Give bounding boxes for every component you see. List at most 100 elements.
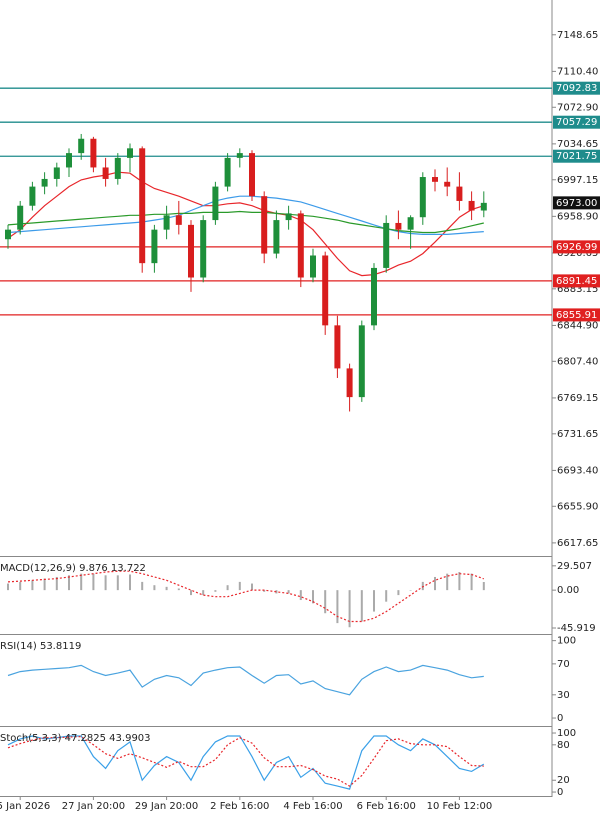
macd-bar xyxy=(55,576,58,591)
level-label-box xyxy=(553,308,600,322)
macd-bar xyxy=(458,572,461,591)
candle-body xyxy=(139,148,146,264)
macd-bar xyxy=(312,590,314,604)
candle-body xyxy=(383,222,390,268)
candle-body xyxy=(90,138,97,168)
candle-body xyxy=(468,200,475,211)
y-tick-label: 7034.65 xyxy=(557,139,598,150)
macd-bar xyxy=(397,590,400,596)
candle-body xyxy=(310,255,316,278)
y-tick-label: 6655.90 xyxy=(557,501,598,512)
level-label-box xyxy=(553,149,600,163)
candle-body xyxy=(41,178,48,187)
candle-body xyxy=(78,138,85,154)
x-tick-label: 25 Jan 2026 xyxy=(0,801,50,812)
macd-bar xyxy=(421,581,424,591)
candle-body xyxy=(261,196,268,254)
macd-bar xyxy=(226,585,229,591)
macd-bar xyxy=(165,586,168,591)
macd-bar xyxy=(104,575,107,591)
x-tick-label: 27 Jan 20:00 xyxy=(62,801,125,812)
candle-body xyxy=(236,153,243,158)
macd-bar xyxy=(287,590,290,594)
macd-bar xyxy=(202,590,205,596)
macd-bar xyxy=(238,581,241,591)
candle-body xyxy=(29,186,36,206)
y-tick-label: 6958.90 xyxy=(557,211,598,222)
y-tick-label: 80 xyxy=(557,740,570,751)
level-label: 7057.29 xyxy=(556,117,597,128)
rsi-line xyxy=(7,664,484,696)
candle-body xyxy=(346,368,353,398)
stoch-line xyxy=(7,735,485,790)
y-tick-label: 6769.15 xyxy=(557,393,598,404)
macd-bar xyxy=(470,573,473,591)
moving-average xyxy=(7,171,484,277)
macd-bar xyxy=(80,573,83,591)
x-tick-label: 10 Feb 12:00 xyxy=(427,801,493,812)
macd-bar xyxy=(116,575,119,591)
y-tick-label: 6883.15 xyxy=(557,284,598,295)
moving-average xyxy=(7,195,484,235)
candle-body xyxy=(419,177,426,218)
candle-body xyxy=(53,167,60,179)
y-tick-label: 6844.90 xyxy=(557,320,598,331)
indicator-label: Stoch(5,3,3) 47.2825 43.9903 xyxy=(0,733,151,744)
macd-bar xyxy=(263,590,266,592)
level-label: 6855.91 xyxy=(556,310,597,321)
macd-bar xyxy=(299,590,302,601)
y-tick-label: -45.919 xyxy=(557,623,596,634)
candle-body xyxy=(188,224,194,278)
candle-body xyxy=(127,148,133,158)
level-label: 7092.83 xyxy=(556,83,597,94)
candle-body xyxy=(297,213,304,278)
y-tick-label: 70 xyxy=(557,659,570,670)
candle-body xyxy=(456,186,463,201)
y-tick-label: 6920.65 xyxy=(557,248,598,259)
y-tick-label: 7148.65 xyxy=(557,30,598,41)
y-tick-label: 6731.65 xyxy=(557,429,598,440)
candle-body xyxy=(407,217,414,230)
y-tick-label: 29.507 xyxy=(557,561,592,572)
macd-bar xyxy=(129,574,131,591)
macd-bar xyxy=(31,580,34,591)
macd-bar xyxy=(251,583,253,591)
candle-body xyxy=(102,167,109,179)
macd-bar xyxy=(275,590,278,594)
candle-body xyxy=(444,181,451,187)
level-label: 6926.99 xyxy=(556,242,597,253)
macd-bar xyxy=(19,581,22,591)
candle-body xyxy=(151,229,158,264)
y-tick-label: 100 xyxy=(557,728,576,739)
moving-average xyxy=(7,210,484,234)
candle-body xyxy=(163,215,170,230)
level-label-box xyxy=(553,274,600,288)
y-tick-label: 6997.15 xyxy=(557,175,598,186)
y-tick-label: 6693.40 xyxy=(557,465,598,476)
level-label-box xyxy=(553,240,600,254)
candle-body xyxy=(114,157,121,179)
y-tick-label: 0.00 xyxy=(557,585,579,596)
macd-bar xyxy=(434,576,436,591)
candle-body xyxy=(371,267,377,326)
macd-bar xyxy=(92,573,95,591)
macd-bar xyxy=(348,590,351,628)
candle-body xyxy=(17,205,24,230)
level-label-box xyxy=(553,81,600,95)
candle-body xyxy=(322,255,329,326)
candle-body xyxy=(273,220,280,254)
macd-bar xyxy=(336,590,339,624)
macd-bar xyxy=(324,590,327,614)
indicator-label: RSI(14) 53.8119 xyxy=(0,641,81,652)
level-label: 7021.75 xyxy=(556,151,597,162)
candle-body xyxy=(175,215,182,225)
y-tick-label: 6807.40 xyxy=(557,356,598,367)
indicator-label: MACD(12,26,9) 9.876 13.722 xyxy=(0,563,146,574)
macd-bar xyxy=(214,590,217,592)
x-tick-label: 4 Feb 16:00 xyxy=(283,801,342,812)
macd-bar xyxy=(177,588,180,591)
candle-body xyxy=(224,157,231,187)
macd-bar xyxy=(409,590,412,591)
macd-bar xyxy=(141,581,144,591)
